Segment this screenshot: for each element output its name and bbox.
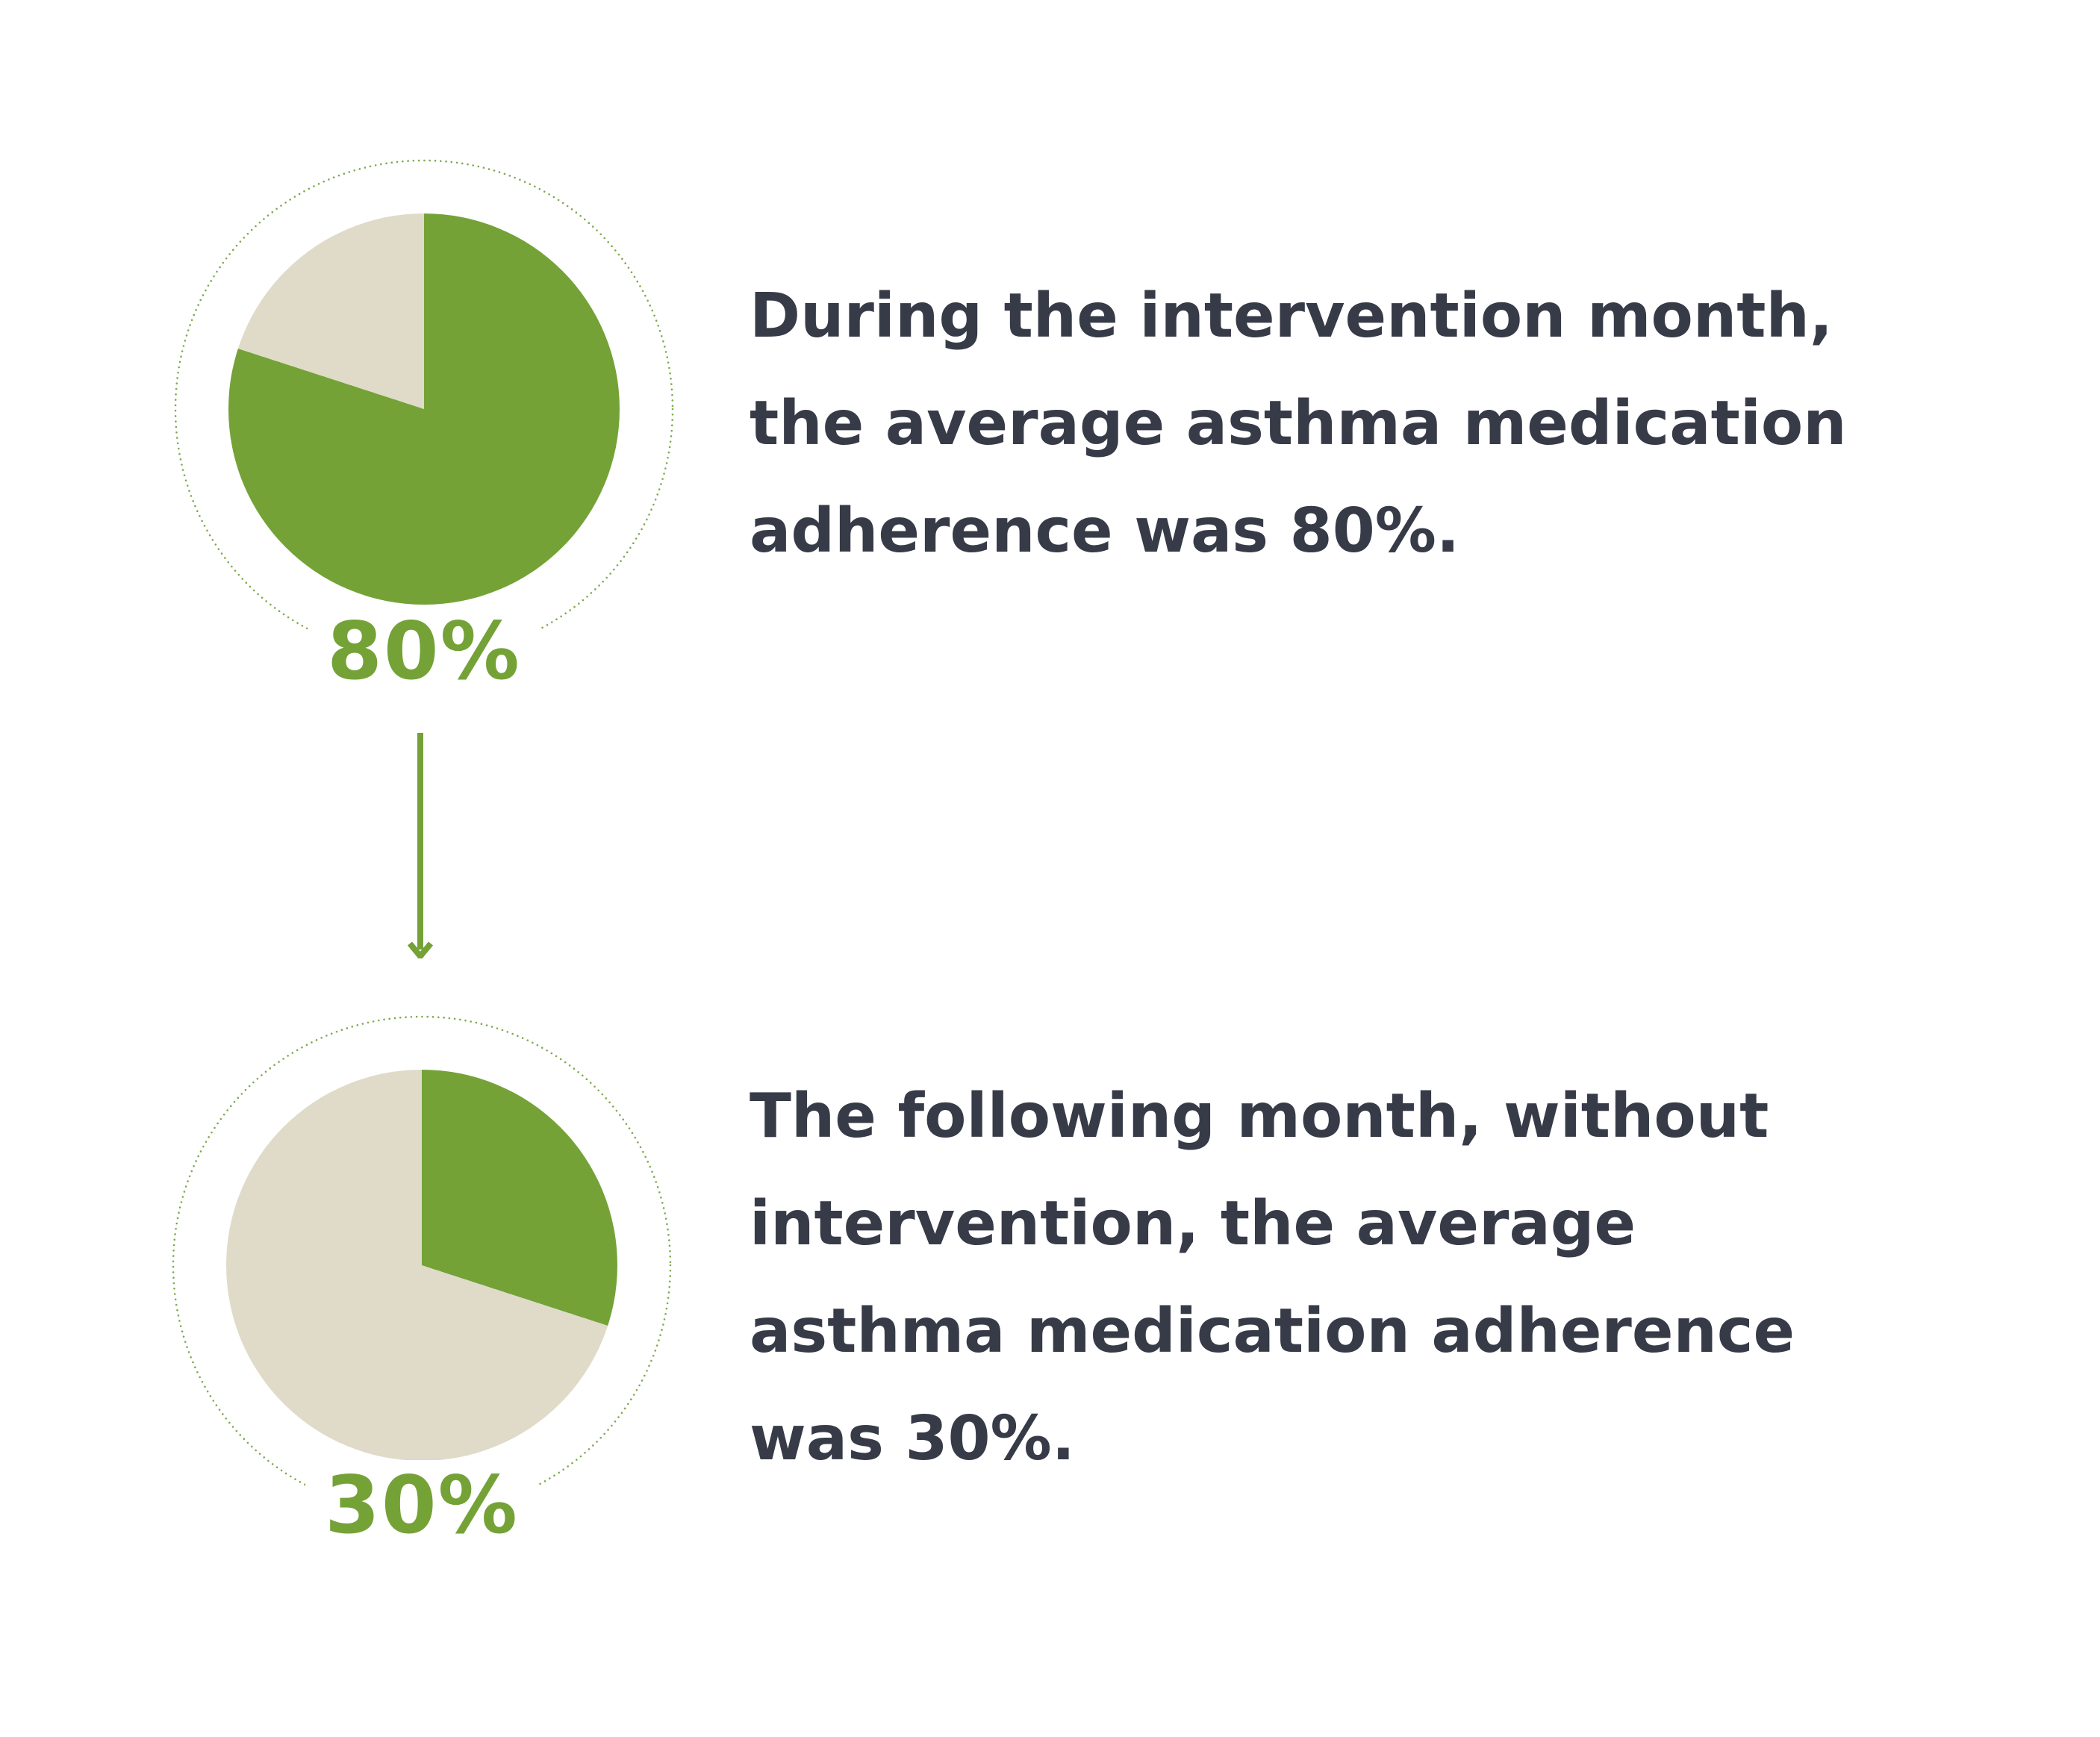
caption-line: intervention, the average	[750, 1188, 1636, 1259]
caption-intervention-month: During the intervention month, the averag…	[750, 263, 1847, 585]
dotted-circle	[174, 159, 674, 659]
down-arrow-icon	[407, 733, 434, 958]
pie-label-80-percent: 80%	[308, 606, 540, 697]
caption-line: The following month, without	[750, 1081, 1769, 1152]
pie-chart-intervention-month	[173, 158, 675, 660]
caption-line: During the intervention month,	[750, 281, 1833, 352]
caption-line: was 30%.	[750, 1403, 1075, 1474]
caption-line: asthma medication adherence	[750, 1296, 1795, 1367]
caption-following-month: The following month, without intervention…	[750, 1063, 1795, 1493]
pie-intervention-month	[228, 213, 620, 605]
caption-line: adherence was 80%.	[750, 496, 1460, 567]
dotted-circle	[172, 1015, 672, 1515]
pie-following-month	[226, 1070, 617, 1461]
pie-label-30-percent: 30%	[305, 1460, 538, 1551]
pie-chart-following-month	[171, 1014, 673, 1516]
caption-line: the average asthma medication	[750, 388, 1847, 459]
